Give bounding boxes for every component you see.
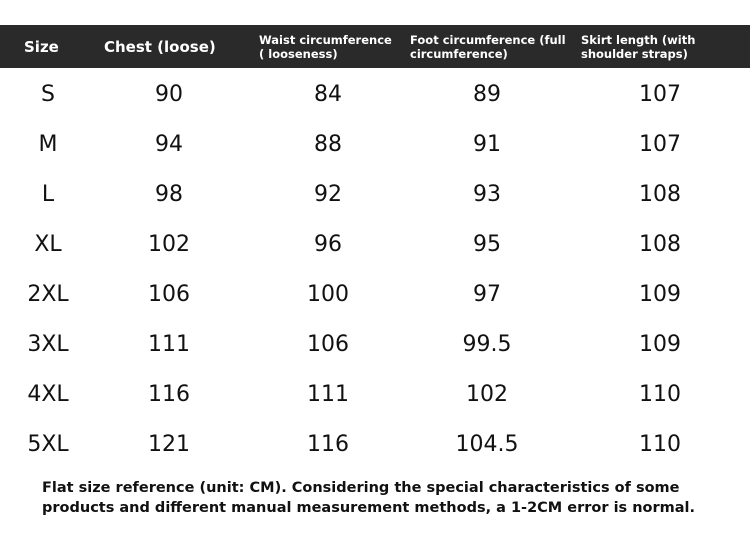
cell-waist: 111: [307, 382, 349, 407]
table-row: 2XL 106 100 97 109: [0, 270, 750, 320]
cell-size: 5XL: [27, 432, 69, 457]
cell-size: 3XL: [27, 332, 69, 357]
cell-chest: 90: [155, 82, 183, 107]
cell-foot: 97: [473, 282, 501, 307]
cell-waist: 92: [314, 182, 342, 207]
table-row: L 98 92 93 108: [0, 170, 750, 220]
cell-skirt: 109: [639, 282, 681, 307]
footnote: Flat size reference (unit: CM). Consider…: [42, 480, 696, 516]
cell-foot: 93: [473, 182, 501, 207]
cell-skirt: 107: [639, 132, 681, 157]
header-waist-label: Waist circumference ( looseness): [259, 32, 392, 61]
cell-skirt: 109: [639, 332, 681, 357]
cell-skirt: 110: [639, 382, 681, 407]
header-skirt: Skirt length (with shoulder straps): [581, 25, 731, 68]
cell-skirt: 108: [639, 232, 681, 257]
header-skirt-label: Skirt length (with shoulder straps): [581, 32, 696, 61]
table-row: 3XL 111 106 99.5 109: [0, 320, 750, 370]
cell-foot: 99.5: [462, 332, 512, 357]
header-chest: Chest (loose): [104, 25, 254, 68]
cell-chest: 111: [148, 332, 190, 357]
cell-skirt: 110: [639, 432, 681, 457]
header-size-label: Size: [24, 37, 59, 56]
table-row: S 90 84 89 107: [0, 70, 750, 120]
cell-chest: 102: [148, 232, 190, 257]
header-size: Size: [24, 25, 94, 68]
header-foot-label: Foot circumference (full circumference): [410, 32, 566, 61]
cell-skirt: 107: [639, 82, 681, 107]
cell-waist: 100: [307, 282, 349, 307]
cell-waist: 96: [314, 232, 342, 257]
cell-waist: 88: [314, 132, 342, 157]
cell-waist: 84: [314, 82, 342, 107]
cell-chest: 98: [155, 182, 183, 207]
cell-chest: 94: [155, 132, 183, 157]
table-header: Size Chest (loose) Waist circumference (…: [0, 25, 750, 68]
header-waist: Waist circumference ( looseness): [259, 25, 399, 68]
header-foot: Foot circumference (full circumference): [410, 25, 575, 68]
cell-foot: 95: [473, 232, 501, 257]
cell-size: 4XL: [27, 382, 69, 407]
table-row: 4XL 116 111 102 110: [0, 370, 750, 420]
cell-chest: 106: [148, 282, 190, 307]
cell-chest: 121: [148, 432, 190, 457]
cell-size: L: [41, 182, 55, 207]
cell-size: XL: [34, 232, 62, 257]
table-row: 5XL 121 116 104.5 110: [0, 420, 750, 470]
cell-size: 2XL: [27, 282, 69, 307]
table-body: S 90 84 89 107 M 94 88 91 107 L 98 92 93…: [0, 70, 750, 470]
cell-foot: 91: [473, 132, 501, 157]
cell-waist: 106: [307, 332, 349, 357]
cell-foot: 102: [466, 382, 508, 407]
cell-foot: 89: [473, 82, 501, 107]
cell-waist: 116: [307, 432, 349, 457]
cell-size: M: [38, 132, 58, 157]
table-row: M 94 88 91 107: [0, 120, 750, 170]
cell-foot: 104.5: [455, 432, 519, 457]
cell-skirt: 108: [639, 182, 681, 207]
header-chest-label: Chest (loose): [104, 37, 216, 56]
table-row: XL 102 96 95 108: [0, 220, 750, 270]
cell-size: S: [41, 82, 55, 107]
cell-chest: 116: [148, 382, 190, 407]
